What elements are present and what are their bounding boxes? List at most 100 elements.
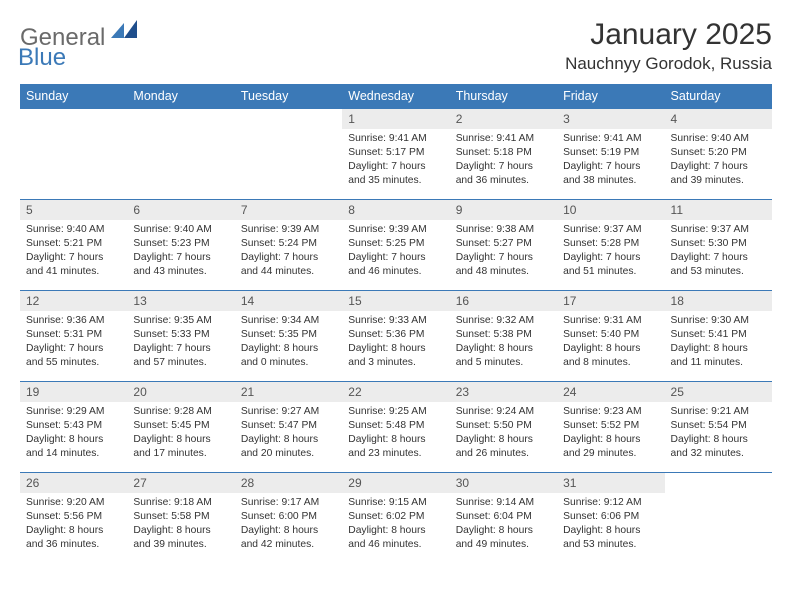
brand-mark-icon [111,20,137,43]
day-number: 1 [342,109,449,129]
day-details: Sunrise: 9:27 AMSunset: 5:47 PMDaylight:… [235,402,342,465]
sunset-text: Sunset: 6:02 PM [348,510,443,524]
daylight-text-1: Daylight: 7 hours [456,160,551,174]
daylight-text-1: Daylight: 8 hours [456,524,551,538]
calendar-day-cell: 20Sunrise: 9:28 AMSunset: 5:45 PMDayligh… [127,382,234,473]
weekday-header: Sunday [20,84,127,109]
day-number: 25 [665,382,772,402]
daylight-text-1: Daylight: 7 hours [241,251,336,265]
sunset-text: Sunset: 6:04 PM [456,510,551,524]
sunset-text: Sunset: 5:41 PM [671,328,766,342]
day-details: Sunrise: 9:37 AMSunset: 5:28 PMDaylight:… [557,220,664,283]
daylight-text-2: and 8 minutes. [563,356,658,370]
daylight-text-2: and 36 minutes. [456,174,551,188]
daylight-text-2: and 55 minutes. [26,356,121,370]
day-number: 29 [342,473,449,493]
day-details: Sunrise: 9:39 AMSunset: 5:25 PMDaylight:… [342,220,449,283]
weekday-header: Thursday [450,84,557,109]
sunset-text: Sunset: 5:23 PM [133,237,228,251]
daylight-text-2: and 38 minutes. [563,174,658,188]
sunset-text: Sunset: 5:31 PM [26,328,121,342]
calendar-day-cell: 27Sunrise: 9:18 AMSunset: 5:58 PMDayligh… [127,473,234,564]
day-details: Sunrise: 9:32 AMSunset: 5:38 PMDaylight:… [450,311,557,374]
calendar-day-cell: 21Sunrise: 9:27 AMSunset: 5:47 PMDayligh… [235,382,342,473]
calendar-day-cell: 6Sunrise: 9:40 AMSunset: 5:23 PMDaylight… [127,200,234,291]
daylight-text-2: and 51 minutes. [563,265,658,279]
sunset-text: Sunset: 5:48 PM [348,419,443,433]
daylight-text-1: Daylight: 8 hours [26,524,121,538]
weekday-header: Monday [127,84,234,109]
calendar-day-cell: 13Sunrise: 9:35 AMSunset: 5:33 PMDayligh… [127,291,234,382]
day-number: 19 [20,382,127,402]
sunrise-text: Sunrise: 9:12 AM [563,496,658,510]
day-number: 30 [450,473,557,493]
sunset-text: Sunset: 5:43 PM [26,419,121,433]
day-number: 28 [235,473,342,493]
calendar-head: Sunday Monday Tuesday Wednesday Thursday… [20,84,772,109]
calendar-day-cell: 2Sunrise: 9:41 AMSunset: 5:18 PMDaylight… [450,109,557,200]
daylight-text-2: and 42 minutes. [241,538,336,552]
calendar-day-cell: 5Sunrise: 9:40 AMSunset: 5:21 PMDaylight… [20,200,127,291]
day-details: Sunrise: 9:34 AMSunset: 5:35 PMDaylight:… [235,311,342,374]
sunrise-text: Sunrise: 9:36 AM [26,314,121,328]
sunrise-text: Sunrise: 9:25 AM [348,405,443,419]
sunset-text: Sunset: 5:35 PM [241,328,336,342]
header: General January 2025 Nauchnyy Gorodok, R… [20,18,772,74]
calendar-day-cell [20,109,127,200]
sunset-text: Sunset: 5:47 PM [241,419,336,433]
sunrise-text: Sunrise: 9:30 AM [671,314,766,328]
day-details: Sunrise: 9:41 AMSunset: 5:18 PMDaylight:… [450,129,557,192]
day-number: 24 [557,382,664,402]
sunrise-text: Sunrise: 9:40 AM [671,132,766,146]
sunrise-text: Sunrise: 9:18 AM [133,496,228,510]
sunset-text: Sunset: 5:52 PM [563,419,658,433]
daylight-text-2: and 46 minutes. [348,538,443,552]
daylight-text-2: and 53 minutes. [563,538,658,552]
sunrise-text: Sunrise: 9:15 AM [348,496,443,510]
daylight-text-2: and 44 minutes. [241,265,336,279]
day-details: Sunrise: 9:41 AMSunset: 5:17 PMDaylight:… [342,129,449,192]
daylight-text-1: Daylight: 7 hours [348,251,443,265]
daylight-text-2: and 26 minutes. [456,447,551,461]
calendar-week-row: 5Sunrise: 9:40 AMSunset: 5:21 PMDaylight… [20,200,772,291]
calendar-day-cell: 28Sunrise: 9:17 AMSunset: 6:00 PMDayligh… [235,473,342,564]
day-details: Sunrise: 9:15 AMSunset: 6:02 PMDaylight:… [342,493,449,556]
sunrise-text: Sunrise: 9:24 AM [456,405,551,419]
calendar-day-cell: 12Sunrise: 9:36 AMSunset: 5:31 PMDayligh… [20,291,127,382]
title-block: January 2025 Nauchnyy Gorodok, Russia [565,18,772,74]
day-details: Sunrise: 9:24 AMSunset: 5:50 PMDaylight:… [450,402,557,465]
calendar-body: 1Sunrise: 9:41 AMSunset: 5:17 PMDaylight… [20,109,772,564]
daylight-text-1: Daylight: 7 hours [456,251,551,265]
day-number: 21 [235,382,342,402]
daylight-text-2: and 48 minutes. [456,265,551,279]
weekday-header: Wednesday [342,84,449,109]
calendar-page: General January 2025 Nauchnyy Gorodok, R… [0,0,792,612]
calendar-day-cell: 31Sunrise: 9:12 AMSunset: 6:06 PMDayligh… [557,473,664,564]
calendar-day-cell: 10Sunrise: 9:37 AMSunset: 5:28 PMDayligh… [557,200,664,291]
daylight-text-1: Daylight: 7 hours [563,160,658,174]
daylight-text-1: Daylight: 7 hours [563,251,658,265]
day-number: 9 [450,200,557,220]
sunset-text: Sunset: 5:40 PM [563,328,658,342]
daylight-text-2: and 3 minutes. [348,356,443,370]
sunset-text: Sunset: 5:27 PM [456,237,551,251]
sunrise-text: Sunrise: 9:32 AM [456,314,551,328]
daylight-text-1: Daylight: 8 hours [563,433,658,447]
day-number: 16 [450,291,557,311]
sunrise-text: Sunrise: 9:23 AM [563,405,658,419]
day-details: Sunrise: 9:33 AMSunset: 5:36 PMDaylight:… [342,311,449,374]
daylight-text-2: and 11 minutes. [671,356,766,370]
sunrise-text: Sunrise: 9:41 AM [563,132,658,146]
day-details: Sunrise: 9:23 AMSunset: 5:52 PMDaylight:… [557,402,664,465]
weekday-header: Friday [557,84,664,109]
calendar-day-cell: 22Sunrise: 9:25 AMSunset: 5:48 PMDayligh… [342,382,449,473]
calendar-day-cell: 11Sunrise: 9:37 AMSunset: 5:30 PMDayligh… [665,200,772,291]
daylight-text-2: and 20 minutes. [241,447,336,461]
day-number: 8 [342,200,449,220]
daylight-text-2: and 41 minutes. [26,265,121,279]
sunrise-text: Sunrise: 9:21 AM [671,405,766,419]
sunset-text: Sunset: 5:38 PM [456,328,551,342]
daylight-text-2: and 36 minutes. [26,538,121,552]
calendar-day-cell: 7Sunrise: 9:39 AMSunset: 5:24 PMDaylight… [235,200,342,291]
day-details: Sunrise: 9:37 AMSunset: 5:30 PMDaylight:… [665,220,772,283]
